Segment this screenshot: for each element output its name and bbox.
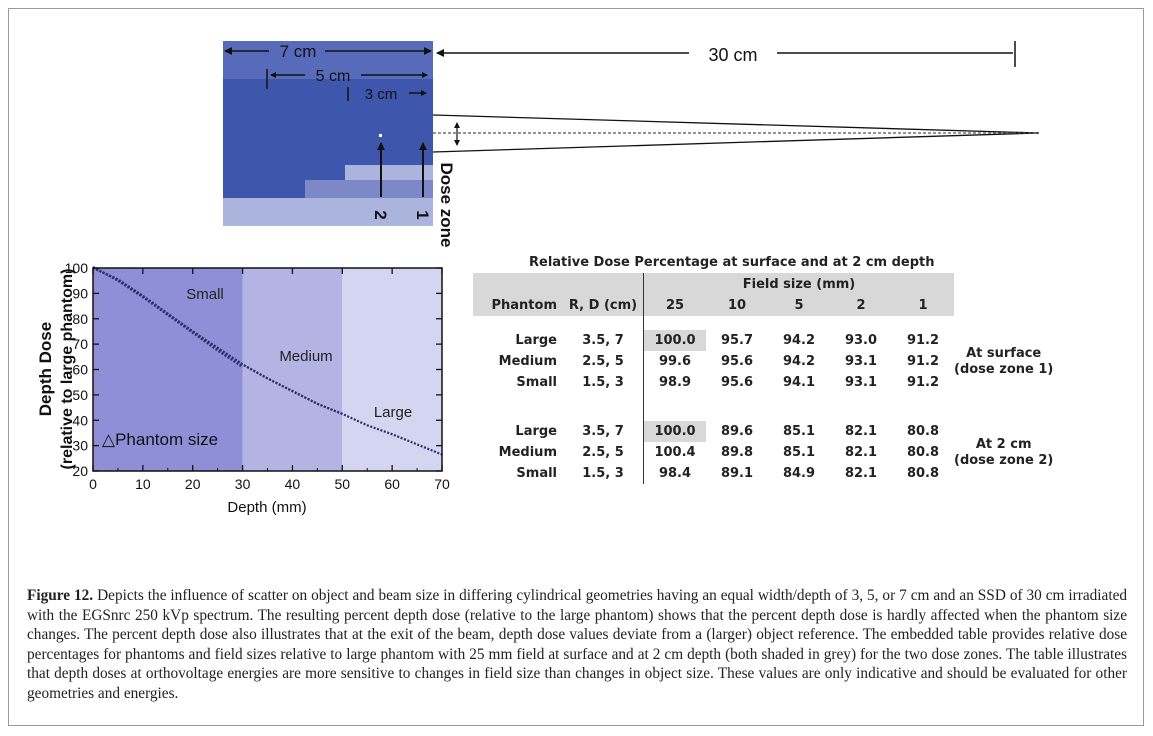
y-axis-label-line1: Depth Dose [36,322,55,416]
y-tick-label: 30 [72,438,88,454]
label-30cm: 30 cm [708,45,757,65]
region-label-medium: Medium [279,348,332,365]
reference-cell-depth: 100.0 [643,421,706,442]
table-row: Small 1.5, 3 98.4 89.1 84.9 82.1 80.8 [473,463,1053,484]
x-tick-label: 70 [434,476,450,492]
x-tick-label: 0 [89,476,97,492]
region-large [342,268,442,471]
label-3cm: 3 cm [365,86,398,103]
surface-note: At surface (dose zone 1) [954,345,1054,377]
table-title: Relative Dose Percentage at surface and … [529,255,935,270]
x-axis-label: Depth (mm) [227,499,306,516]
table-header-row-2: Phantom R, D (cm) 25 10 5 2 1 [473,295,1054,316]
col-header-phantom: Phantom [473,295,563,316]
top-light-band [223,41,433,79]
caption-label: Figure 12. [27,587,94,604]
region-label-large: Large [374,404,412,421]
small-phantom-step [345,165,433,180]
phantom-base [223,198,433,226]
medium-phantom-step [305,180,433,198]
dose-zone-1-label: 1 [413,210,432,219]
x-tick-label: 50 [334,476,350,492]
col-header-rd: R, D (cm) [563,295,644,316]
dose-zone-2-label: 2 [371,210,390,219]
x-tick-label: 40 [285,476,301,492]
figure-frame: 7 cm 5 cm 3 cm 30 cm 2 1 [8,8,1144,726]
reference-cell-surface: 100.0 [643,330,706,351]
region-medium [242,268,343,471]
figure-graphics: 7 cm 5 cm 3 cm 30 cm 2 1 [36,41,1040,516]
table-row: Large 3.5, 7 100.0 95.7 94.2 93.0 91.2 A… [473,330,1053,377]
y-axis-label-line2: (relative to large phantom) [59,269,76,470]
dose-zone-label: Dose zone [437,162,456,247]
relative-dose-table: Field size (mm) Phantom R, D (cm) 25 10 … [473,273,1054,484]
y-tick-label: 60 [72,362,88,378]
depth-dose-series-3 [92,266,443,456]
table-row: Small 1.5, 3 98.9 95.6 94.1 93.1 91.2 [473,372,1053,393]
figure-caption: Figure 12. Depicts the influence of scat… [27,586,1127,703]
x-tick-label: 20 [185,476,201,492]
region-small [93,268,243,471]
depth-dose-chart: 0 10 20 30 40 50 60 70 20 30 40 50 60 70 80 90 100 Small… [36,260,450,516]
beam-edge-bottom [432,132,1040,153]
x-tick-label: 60 [384,476,400,492]
x-tick-label: 10 [135,476,151,492]
y-tick-label: 50 [72,387,88,403]
phantom-schematic: 7 cm 5 cm 3 cm 30 cm 2 1 [223,41,1040,248]
caption-text: Depicts the influence of scatter on obje… [27,587,1128,702]
col-header-field-10: 10 [706,295,768,316]
y-tick-label: 70 [72,336,88,352]
phantom-size-annotation: △Phantom size [102,430,218,449]
center-marker [379,134,382,137]
y-tick-label: 100 [65,260,89,276]
field-size-header: Field size (mm) [643,273,954,295]
y-tick-label: 90 [72,285,88,301]
region-label-small: Small [186,286,224,303]
table-row: Medium 2.5, 5 100.4 89.8 85.1 82.1 80.8 [473,442,1053,463]
label-7cm: 7 cm [280,42,317,61]
label-5cm: 5 cm [316,68,351,85]
depth-note: At 2 cm (dose zone 2) [954,436,1054,468]
col-header-field-2: 2 [830,295,892,316]
col-header-field-1: 1 [892,295,954,316]
y-tick-label: 40 [72,412,88,428]
x-tick-label: 30 [235,476,251,492]
table-row: Large 3.5, 7 100.0 89.6 85.1 82.1 80.8 A… [473,421,1053,468]
y-tick-label: 20 [72,463,88,479]
col-header-field-5: 5 [768,295,830,316]
table-row: Medium 2.5, 5 99.6 95.6 94.2 93.1 91.2 [473,351,1053,372]
col-header-field-25: 25 [643,295,706,316]
table-header-row-1: Field size (mm) [473,273,1054,295]
beam-edge-top [432,114,1040,134]
y-tick-label: 80 [72,311,88,327]
